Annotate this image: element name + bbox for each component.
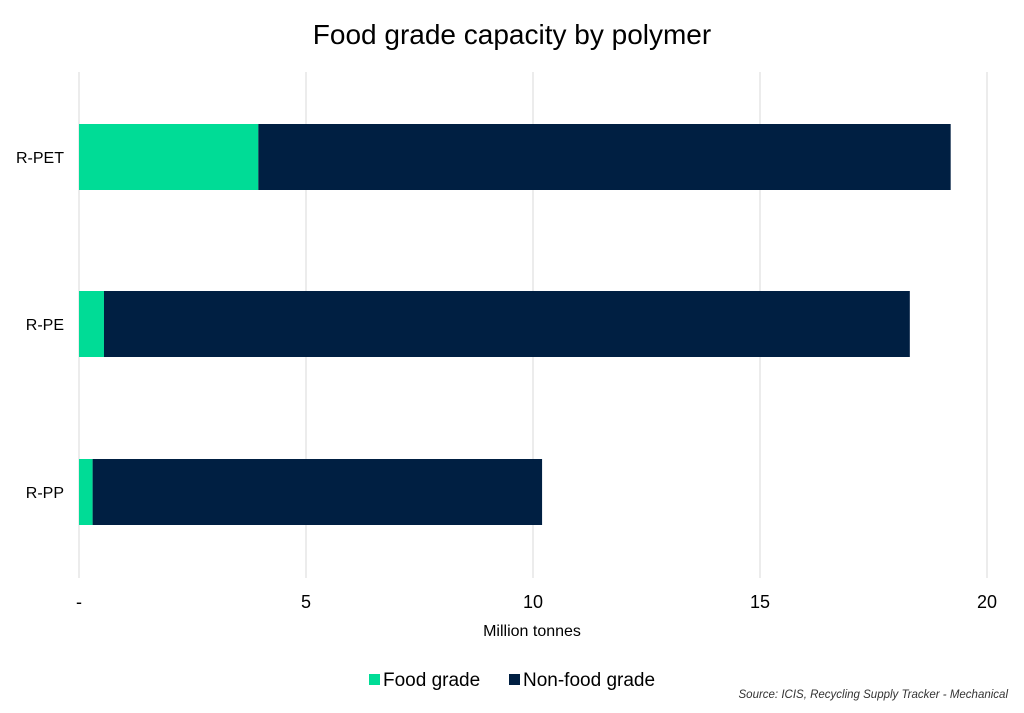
category-label: R-PET bbox=[16, 150, 64, 167]
x-tick-label: 15 bbox=[750, 592, 770, 612]
bar-r-pe-non-food-grade bbox=[103, 291, 910, 357]
category-label: R-PE bbox=[26, 317, 64, 334]
bar-r-pet-non-food-grade bbox=[258, 124, 951, 190]
legend-item-food-grade: Food grade bbox=[369, 670, 480, 691]
legend-label: Food grade bbox=[383, 670, 480, 691]
legend-label: Non-food grade bbox=[523, 670, 655, 691]
bar-r-pet-food-grade bbox=[79, 124, 259, 190]
x-axis-title: Million tonnes bbox=[483, 623, 581, 640]
chart-title: Food grade capacity by polymer bbox=[313, 19, 711, 50]
x-tick-label: - bbox=[76, 592, 82, 612]
legend-item-non-food-grade: Non-food grade bbox=[509, 670, 655, 691]
bar-r-pe-food-grade bbox=[79, 291, 104, 357]
x-tick-label: 20 bbox=[977, 592, 997, 612]
x-tick-labels: - 5 10 15 20 bbox=[76, 592, 997, 612]
x-tick-label: 5 bbox=[301, 592, 311, 612]
legend: Food grade Non-food grade bbox=[369, 670, 655, 691]
category-labels: R-PET R-PE R-PP bbox=[16, 150, 64, 502]
bars bbox=[79, 124, 951, 525]
bar-r-pp-non-food-grade bbox=[92, 459, 543, 525]
category-label: R-PP bbox=[26, 485, 64, 502]
bar-r-pp-food-grade bbox=[79, 459, 93, 525]
legend-swatch bbox=[369, 674, 380, 685]
legend-swatch bbox=[509, 674, 520, 685]
x-tick-label: 10 bbox=[523, 592, 543, 612]
source-note: Source: ICIS, Recycling Supply Tracker -… bbox=[739, 689, 1009, 701]
